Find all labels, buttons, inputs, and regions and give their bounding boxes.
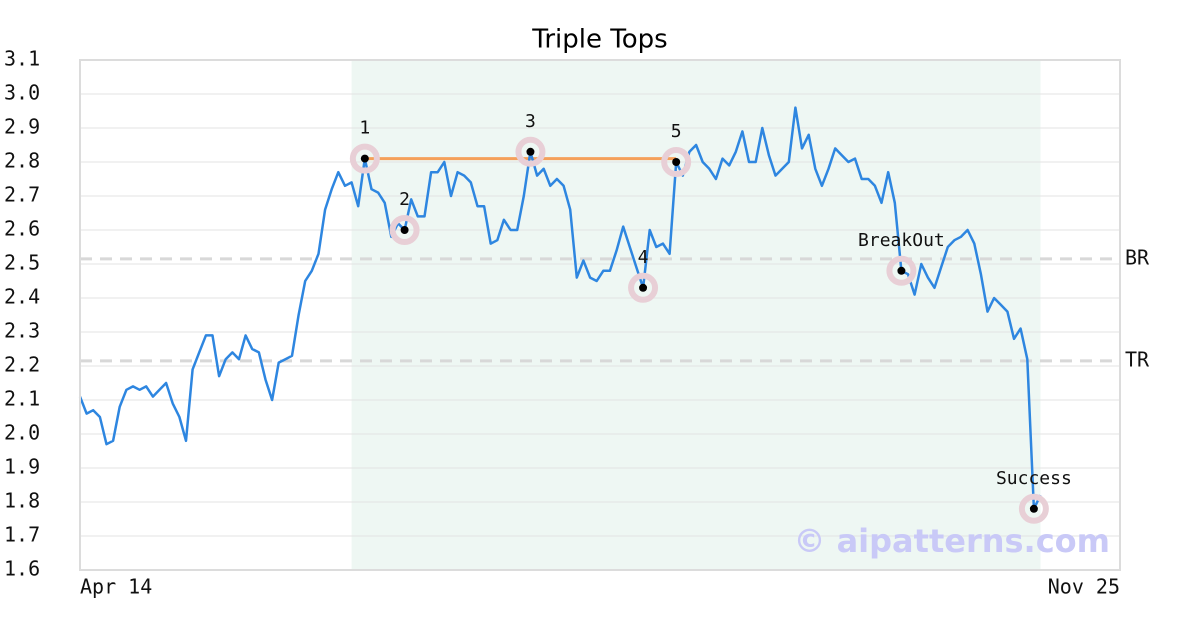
point-halo	[886, 255, 917, 286]
point-halo	[661, 147, 692, 177]
point-dot	[672, 158, 681, 166]
y-tick-label: 1.9	[4, 455, 40, 479]
y-tick-label: 2.9	[4, 115, 40, 139]
level-label: BR	[1125, 245, 1150, 269]
point-dot	[400, 226, 409, 234]
point-label: 4	[638, 247, 649, 268]
point-dot	[1029, 504, 1038, 513]
point-halo	[628, 272, 659, 303]
y-tick-label: 3.0	[4, 81, 40, 105]
y-tick-label: 2.5	[4, 251, 40, 275]
y-tick-label: 2.3	[4, 319, 40, 343]
y-tick-label: 1.7	[4, 523, 40, 547]
plot-frame	[79, 59, 1121, 571]
x-tick-label: Nov 25	[1048, 575, 1120, 599]
point-dot	[639, 283, 648, 292]
price-line	[78, 106, 1042, 511]
y-tick-label: 2.7	[4, 183, 40, 207]
chart-title: Triple Tops	[531, 25, 667, 55]
point-label: 2	[399, 189, 410, 210]
point-dot	[360, 154, 369, 163]
watermark: © aipatterns.com	[793, 522, 1110, 560]
y-tick-label: 2.4	[4, 285, 40, 309]
point-dot	[526, 147, 535, 156]
point-halo	[1018, 493, 1049, 524]
y-tick-label: 2.2	[4, 353, 40, 377]
level-label: TR	[1125, 347, 1150, 371]
y-tick-label: 2.1	[4, 387, 40, 411]
point-label: 5	[671, 121, 682, 142]
point-dot	[897, 266, 906, 275]
y-tick-label: 2.0	[4, 421, 40, 445]
point-label: 3	[525, 111, 536, 132]
point-halo	[515, 136, 546, 167]
point-label: 1	[359, 118, 370, 139]
point-halo	[389, 215, 420, 245]
y-tick-label: 1.6	[4, 557, 40, 581]
point-label: Success	[996, 468, 1072, 489]
x-tick-label: Apr 14	[80, 575, 152, 599]
y-tick-label: 3.1	[4, 47, 40, 71]
pattern-region	[351, 60, 1041, 570]
y-tick-label: 1.8	[4, 489, 40, 513]
y-tick-label: 2.8	[4, 149, 40, 173]
point-halo	[349, 143, 380, 174]
y-tick-label: 2.6	[4, 217, 40, 241]
point-label: BreakOut	[858, 230, 945, 251]
